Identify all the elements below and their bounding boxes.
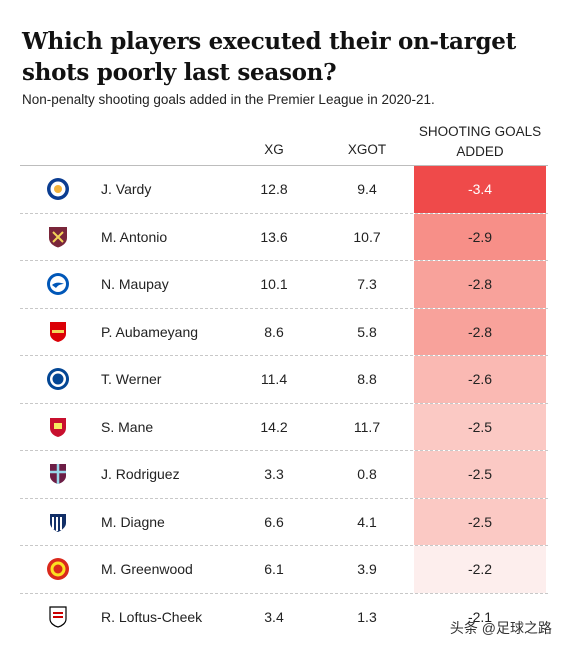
xgot-value: 4.1	[357, 513, 377, 530]
player-name: M. Greenwood	[101, 561, 193, 577]
player-name: N. Maupay	[101, 276, 169, 292]
xg-value: 3.4	[264, 608, 284, 625]
burnley-crest-icon	[46, 462, 70, 486]
xgot-value: 3.9	[357, 561, 377, 577]
leicester-crest-icon	[46, 177, 70, 201]
table-row: P. Aubameyang 8.6 5.8 -2.8	[20, 307, 548, 355]
table-row: J. Rodriguez 3.3 0.8 -2.5	[20, 450, 548, 498]
fulham-crest-icon	[46, 605, 70, 629]
table-row: R. Loftus-Cheek 3.4 1.3 -2.1	[20, 592, 548, 640]
table-row: M. Greenwood 6.1 3.9 -2.2	[20, 545, 548, 593]
xgot-value: 8.8	[357, 371, 377, 387]
table-row: M. Antonio 13.6 10.7 -2.9	[20, 212, 548, 260]
xg-value: 10.1	[260, 276, 288, 292]
player-name: M. Diagne	[101, 513, 165, 530]
xg-value: 12.8	[260, 181, 288, 197]
shooting-goals-added-cell: -2.1	[414, 593, 546, 640]
xgot-value: 5.8	[357, 323, 377, 340]
player-name: R. Loftus-Cheek	[101, 608, 203, 625]
chelsea-crest-icon	[46, 367, 70, 391]
xgot-value: 9.4	[357, 181, 377, 197]
chart-subtitle: Non-penalty shooting goals added in the …	[22, 92, 435, 107]
column-header-xg: XG	[264, 142, 284, 157]
shooting-goals-added-cell: -2.8	[414, 261, 546, 308]
west-brom-crest-icon	[46, 510, 70, 534]
player-name: T. Werner	[101, 371, 162, 387]
xgot-value: 10.7	[353, 228, 381, 245]
arsenal-crest-icon	[46, 320, 70, 344]
player-name: P. Aubameyang	[101, 323, 199, 340]
xg-value: 3.3	[264, 466, 284, 482]
liverpool-crest-icon	[46, 415, 70, 439]
table-row: S. Mane 14.2 11.7 -2.5	[20, 402, 548, 450]
column-header-xgot: XGOT	[347, 142, 387, 157]
shooting-goals-added-cell: -3.4	[414, 166, 546, 213]
shooting-goals-added-cell: -2.9	[414, 213, 546, 260]
shooting-goals-added-cell: -2.5	[414, 403, 546, 450]
xgot-value: 7.3	[357, 276, 377, 292]
xgot-value: 0.8	[357, 466, 377, 482]
player-name: S. Mane	[101, 418, 154, 435]
xgot-value: 1.3	[357, 608, 377, 625]
table-row: J. Vardy 12.8 9.4 -3.4	[20, 165, 548, 213]
xg-value: 6.1	[264, 561, 284, 577]
xg-value: 13.6	[260, 228, 288, 245]
shooting-goals-added-cell: -2.6	[414, 356, 546, 403]
players-table: J. Vardy 12.8 9.4 -3.4 M. Antonio 13.6 10.7 -2.…	[20, 165, 548, 640]
xg-value: 11.4	[260, 371, 288, 387]
table-row: M. Diagne 6.6 4.1 -2.5	[20, 497, 548, 545]
xgot-value: 11.7	[353, 418, 381, 435]
watermark: 头条 @足球之路	[449, 620, 552, 636]
chart-title: Which players executed their on-target s…	[22, 28, 516, 86]
player-name: J. Vardy	[101, 181, 152, 197]
column-header-shooting-goals-added: SHOOTING GOALS ADDED	[418, 124, 542, 159]
xg-value: 8.6	[264, 323, 284, 340]
shooting-goals-added-cell: -2.2	[414, 546, 546, 593]
table-row: N. Maupay 10.1 7.3 -2.8	[20, 260, 548, 308]
table-row: T. Werner 11.4 8.8 -2.6	[20, 355, 548, 403]
xg-value: 6.6	[264, 513, 284, 530]
shooting-goals-added-cell: -2.5	[414, 451, 546, 498]
player-name: J. Rodriguez	[101, 466, 180, 482]
shooting-goals-added-cell: -2.5	[414, 498, 546, 545]
shooting-goals-added-cell: -2.8	[414, 308, 546, 355]
brighton-crest-icon	[46, 272, 70, 296]
west-ham-crest-icon	[46, 225, 70, 249]
player-name: M. Antonio	[101, 228, 168, 245]
man-utd-crest-icon	[46, 557, 70, 581]
xg-value: 14.2	[260, 418, 288, 435]
